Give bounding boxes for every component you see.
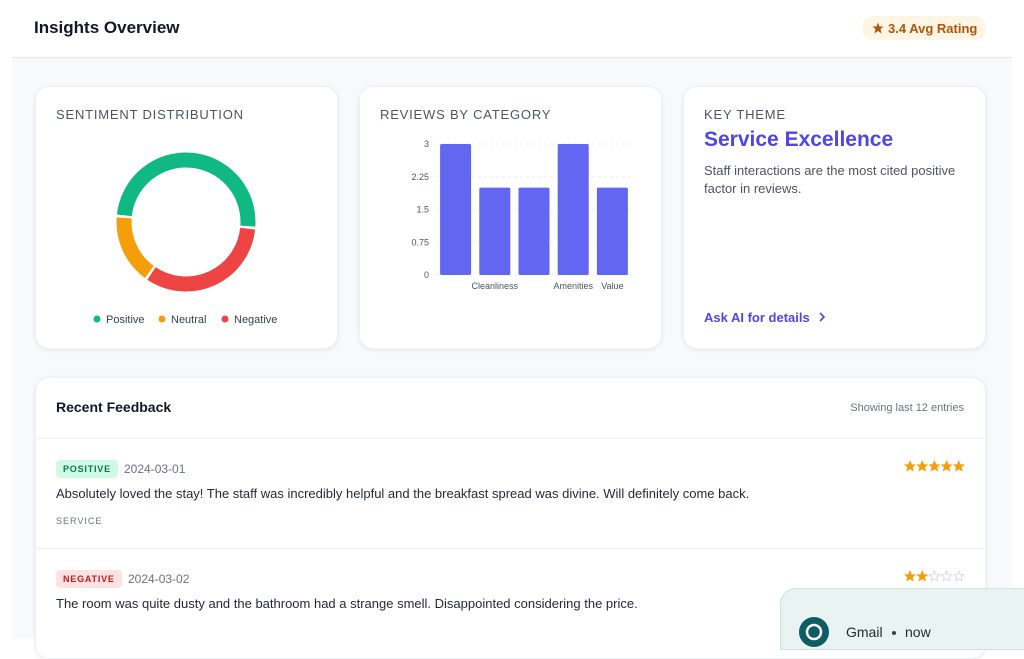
- star-filled: [904, 570, 917, 582]
- link-text[interactable]: Ask AI for details: [704, 310, 810, 325]
- notification-time: now: [905, 624, 931, 640]
- ask-ai-link[interactable]: Ask AI for details: [704, 310, 828, 325]
- feedback-title: Recent Feedback: [56, 399, 172, 415]
- bar: [440, 144, 472, 275]
- bar: [596, 187, 628, 275]
- y-tick-label: 3: [424, 139, 429, 149]
- star-rating: [904, 570, 965, 582]
- theme-card: [683, 86, 986, 349]
- entry-tag: SERVICE: [56, 516, 103, 526]
- divider: [36, 438, 984, 439]
- doughnut-segment: [116, 217, 155, 279]
- star-filled: [904, 460, 917, 472]
- y-tick-label: 1.5: [416, 205, 429, 215]
- legend-dot: [221, 315, 229, 323]
- doughnut-segment: [116, 152, 256, 227]
- app-name: Gmail: [846, 624, 883, 640]
- star-icon: [872, 22, 884, 34]
- chevron: [819, 312, 826, 322]
- doughnut-chart: Positive Neutral Negative: [93, 152, 277, 326]
- card-title: SENTIMENT DISTRIBUTION: [56, 107, 244, 122]
- y-tick-label: 0.75: [411, 237, 429, 247]
- entry-count: Showing last 12 entries: [850, 402, 964, 414]
- legend-label: Positive: [106, 314, 145, 326]
- bar: [518, 187, 550, 275]
- notification[interactable]: Gmail now: [780, 588, 1024, 650]
- star-filled: [916, 570, 929, 582]
- star-filled: [916, 460, 929, 472]
- avg-rating: 3.4 Avg Rating: [888, 21, 978, 36]
- star-filled: [928, 460, 941, 472]
- divider: [36, 548, 984, 549]
- bar: [557, 144, 589, 275]
- theme-title: Service Excellence: [704, 128, 894, 151]
- x-tick-label: Cleanliness: [472, 281, 519, 291]
- y-tick-label: 2.25: [411, 172, 429, 182]
- x-tick-label: Value: [601, 281, 623, 291]
- theme-text: Staff interactions are the most cited po…: [704, 163, 956, 196]
- legend-dot: [93, 315, 101, 323]
- star-rating: [904, 460, 965, 472]
- entry-date: 2024-03-01: [124, 462, 186, 476]
- page-title: Insights Overview: [34, 18, 180, 37]
- entry-date: 2024-03-02: [128, 572, 190, 586]
- legend-label: Negative: [234, 314, 277, 326]
- y-tick-label: 0: [424, 270, 429, 280]
- rating-pill: 3.4 Avg Rating: [862, 16, 986, 40]
- page: Insights Overview 3.4 Avg Rating SENTIME…: [12, 16, 1024, 659]
- card-title: REVIEWS BY CATEGORY: [380, 107, 552, 122]
- sentiment-card: [35, 86, 338, 349]
- star-empty: [952, 570, 965, 582]
- star-empty: [940, 570, 953, 582]
- entry-text: The room was quite dusty and the bathroo…: [56, 596, 638, 611]
- doughnut-segment: [147, 227, 256, 292]
- star-filled: [940, 460, 953, 472]
- star-empty: [928, 570, 941, 582]
- sentiment-badge: NEGATIVE: [56, 570, 122, 588]
- legend-dot: [158, 315, 166, 323]
- entry-text: Absolutely loved the stay! The staff was…: [56, 486, 750, 501]
- bar: [479, 187, 511, 275]
- x-tick-label: Amenities: [553, 281, 593, 291]
- separator-dot: [892, 631, 896, 635]
- card-label: KEY THEME: [704, 107, 786, 122]
- bar-chart: 0 0.75 1.5 2.25 3 Cleanliness Amenities Value: [411, 139, 632, 291]
- app-icon: [799, 617, 829, 647]
- star-filled: [952, 460, 965, 472]
- sentiment-badge: POSITIVE: [56, 460, 118, 478]
- legend-label: Neutral: [171, 314, 206, 326]
